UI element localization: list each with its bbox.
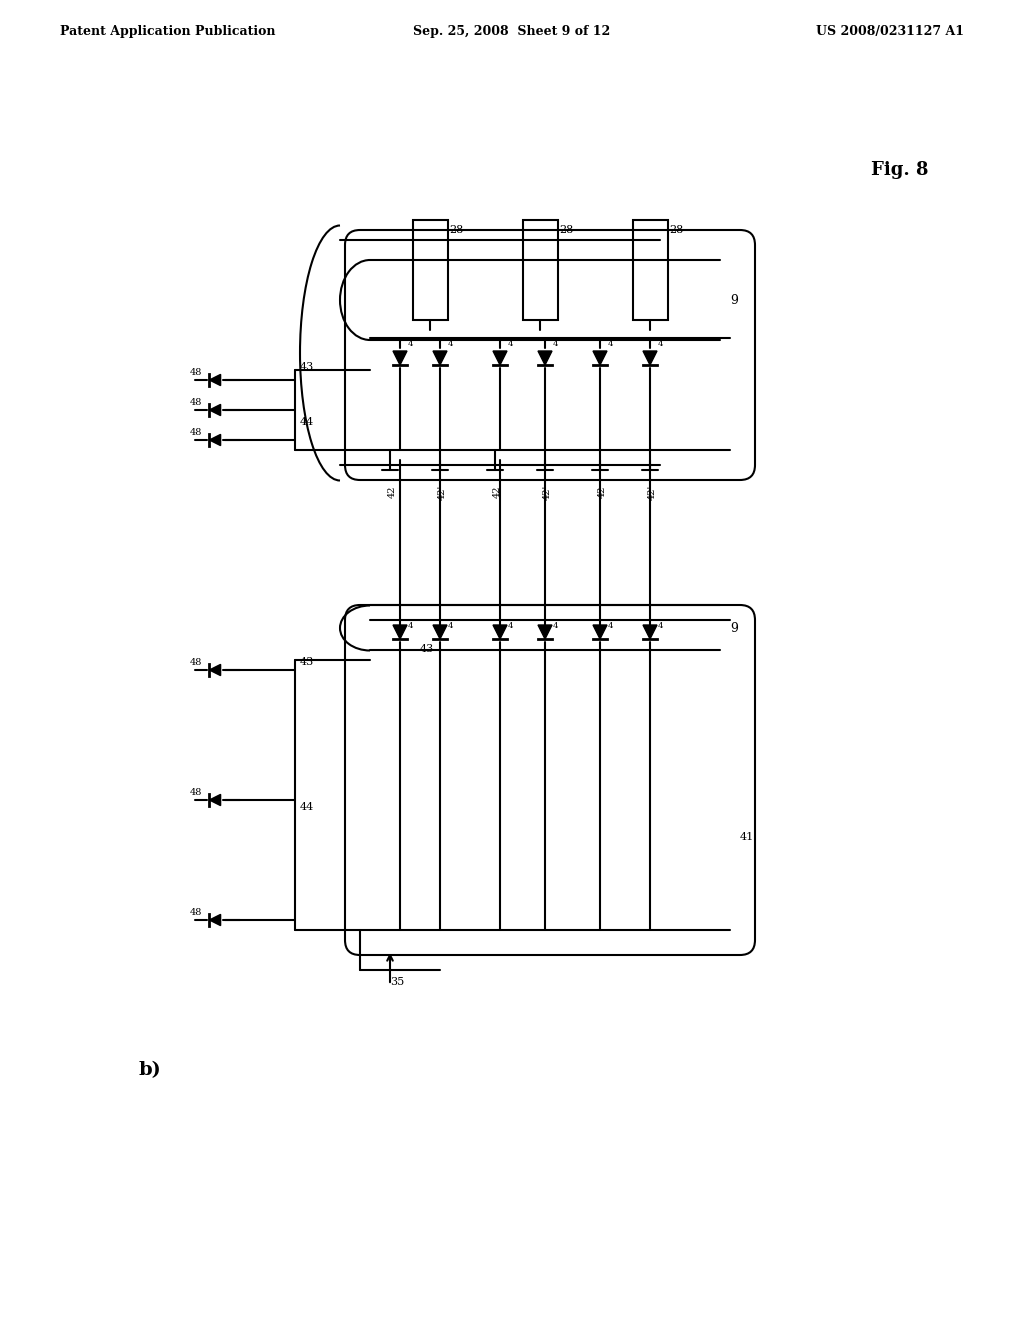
Text: 4: 4: [658, 341, 664, 348]
Text: 28: 28: [449, 224, 463, 235]
Polygon shape: [593, 624, 607, 639]
Polygon shape: [209, 434, 220, 446]
Text: 42: 42: [493, 484, 502, 498]
Bar: [413, 220, 449, 319]
Text: 44: 44: [300, 417, 314, 426]
Polygon shape: [493, 351, 507, 366]
Text: 28: 28: [559, 224, 573, 235]
Polygon shape: [538, 624, 552, 639]
Text: 4: 4: [608, 622, 613, 630]
Text: 4: 4: [658, 622, 664, 630]
Polygon shape: [433, 351, 447, 366]
Polygon shape: [209, 915, 220, 925]
Polygon shape: [643, 624, 657, 639]
Text: Fig. 8: Fig. 8: [871, 161, 929, 180]
Text: 48: 48: [190, 657, 203, 667]
Polygon shape: [393, 624, 407, 639]
Text: 9: 9: [730, 622, 738, 635]
Text: 48: 48: [190, 368, 203, 378]
Text: 48: 48: [190, 908, 203, 917]
Text: 43: 43: [300, 362, 314, 372]
Polygon shape: [643, 351, 657, 366]
Text: 4: 4: [608, 341, 613, 348]
Text: 42': 42': [647, 484, 656, 500]
Polygon shape: [209, 404, 220, 416]
Text: 35: 35: [390, 977, 404, 987]
Text: 4: 4: [449, 341, 454, 348]
Bar: [633, 220, 668, 319]
Polygon shape: [433, 624, 447, 639]
Text: 43: 43: [420, 644, 434, 653]
Text: 42': 42': [437, 484, 446, 500]
Text: Sep. 25, 2008  Sheet 9 of 12: Sep. 25, 2008 Sheet 9 of 12: [414, 25, 610, 38]
Polygon shape: [209, 375, 220, 385]
Polygon shape: [493, 624, 507, 639]
Text: 4: 4: [449, 622, 454, 630]
Text: 42: 42: [597, 484, 606, 498]
Text: 42': 42': [543, 484, 552, 500]
Text: 42: 42: [387, 484, 396, 498]
Text: 48: 48: [190, 399, 203, 407]
Text: 44: 44: [300, 803, 314, 812]
Text: 43: 43: [300, 657, 314, 667]
Text: US 2008/0231127 A1: US 2008/0231127 A1: [816, 25, 964, 38]
Text: 9: 9: [730, 293, 738, 306]
Text: 4: 4: [508, 341, 513, 348]
Polygon shape: [393, 351, 407, 366]
Text: 48: 48: [190, 428, 203, 437]
Text: 4: 4: [408, 622, 414, 630]
Polygon shape: [593, 351, 607, 366]
Text: 28: 28: [669, 224, 683, 235]
Text: 4: 4: [553, 341, 558, 348]
Polygon shape: [209, 664, 220, 676]
Text: 41: 41: [740, 832, 755, 842]
Polygon shape: [538, 351, 552, 366]
Text: 4: 4: [408, 341, 414, 348]
Text: 4: 4: [553, 622, 558, 630]
Text: 4: 4: [508, 622, 513, 630]
Polygon shape: [209, 795, 220, 805]
Text: Patent Application Publication: Patent Application Publication: [60, 25, 275, 38]
Text: b): b): [138, 1061, 162, 1078]
Bar: [523, 220, 558, 319]
Text: 48: 48: [190, 788, 203, 797]
